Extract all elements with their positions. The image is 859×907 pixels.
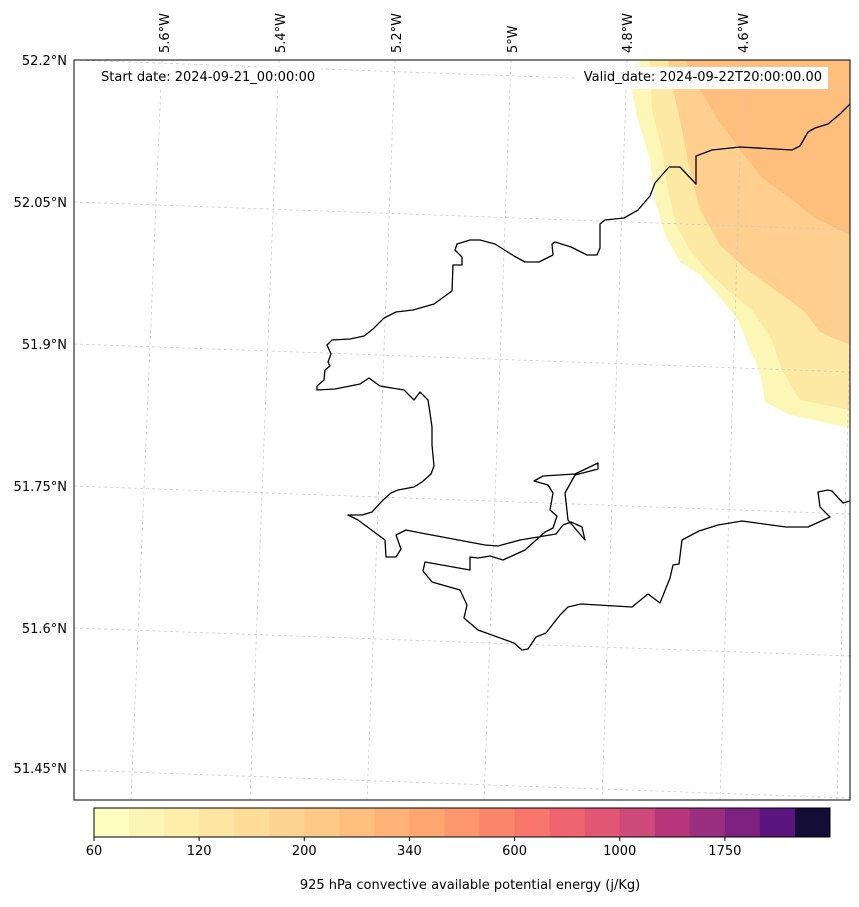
colorbar-swatch bbox=[269, 808, 305, 837]
colorbar: 60 120 200 340 600 1000 1750 bbox=[86, 807, 831, 859]
lat-label: 51.45°N bbox=[14, 762, 67, 777]
colorbar-swatch bbox=[234, 808, 270, 837]
lon-label: 4.6°W bbox=[737, 13, 752, 53]
colorbar-swatches bbox=[94, 808, 831, 837]
colorbar-swatch bbox=[759, 808, 796, 837]
colorbar-tick-label: 1000 bbox=[603, 844, 636, 859]
lon-label: 5.6°W bbox=[158, 13, 173, 53]
colorbar-tick-label: 120 bbox=[187, 844, 212, 859]
colorbar-swatch bbox=[304, 808, 340, 837]
colorbar-tick-label: 1750 bbox=[708, 844, 741, 859]
colorbar-swatch bbox=[794, 808, 831, 837]
cape-contour-level-4 bbox=[685, 60, 850, 235]
colorbar-swatch bbox=[409, 808, 445, 837]
colorbar-ticks: 60 120 200 340 600 1000 1750 bbox=[86, 837, 741, 859]
colorbar-tick-label: 60 bbox=[86, 844, 103, 859]
colorbar-tick-label: 600 bbox=[502, 844, 527, 859]
colorbar-swatch bbox=[94, 808, 130, 837]
lon-label: 5°W bbox=[506, 25, 521, 53]
lat-label: 51.6°N bbox=[22, 622, 67, 637]
cape-contour-fill bbox=[632, 60, 850, 428]
colorbar-swatch bbox=[619, 808, 656, 837]
colorbar-swatch bbox=[199, 808, 235, 837]
lat-label: 52.2°N bbox=[22, 54, 67, 69]
colorbar-title: 925 hPa convective available potential e… bbox=[299, 878, 641, 893]
colorbar-swatch bbox=[479, 808, 516, 837]
lat-label: 51.9°N bbox=[22, 338, 67, 353]
colorbar-swatch bbox=[689, 808, 726, 837]
lon-label: 5.2°W bbox=[390, 13, 405, 53]
colorbar-swatch bbox=[584, 808, 621, 837]
colorbar-tick-label: 340 bbox=[397, 844, 422, 859]
map-frame bbox=[73, 59, 851, 801]
colorbar-swatch bbox=[129, 808, 165, 837]
lon-label: 4.8°W bbox=[621, 13, 636, 53]
latitude-labels: 52.2°N 52.05°N 51.9°N 51.75°N 51.6°N 51.… bbox=[14, 54, 67, 777]
colorbar-swatch bbox=[374, 808, 410, 837]
colorbar-swatch bbox=[724, 808, 761, 837]
colorbar-swatch bbox=[549, 808, 586, 837]
start-date-label: Start date: 2024-09-21_00:00:00 bbox=[95, 67, 322, 89]
lat-label: 51.75°N bbox=[14, 480, 67, 495]
map-area bbox=[74, 60, 850, 800]
colorbar-swatch bbox=[444, 808, 481, 837]
coastline bbox=[316, 103, 850, 651]
lat-label: 52.05°N bbox=[14, 196, 67, 211]
colorbar-frame bbox=[93, 807, 831, 838]
colorbar-tick-label: 200 bbox=[292, 844, 317, 859]
colorbar-swatch bbox=[514, 808, 551, 837]
valid-date-label: Valid_date: 2024-09-22T20:00:00.00 bbox=[577, 67, 828, 89]
lon-label: 5.4°W bbox=[274, 13, 289, 53]
colorbar-swatch bbox=[339, 808, 375, 837]
longitude-labels: 5.6°W 5.4°W 5.2°W 5°W 4.8°W 4.6°W bbox=[158, 13, 752, 53]
colorbar-swatch bbox=[164, 808, 200, 837]
coastline-main bbox=[316, 103, 850, 651]
colorbar-swatch bbox=[654, 808, 691, 837]
